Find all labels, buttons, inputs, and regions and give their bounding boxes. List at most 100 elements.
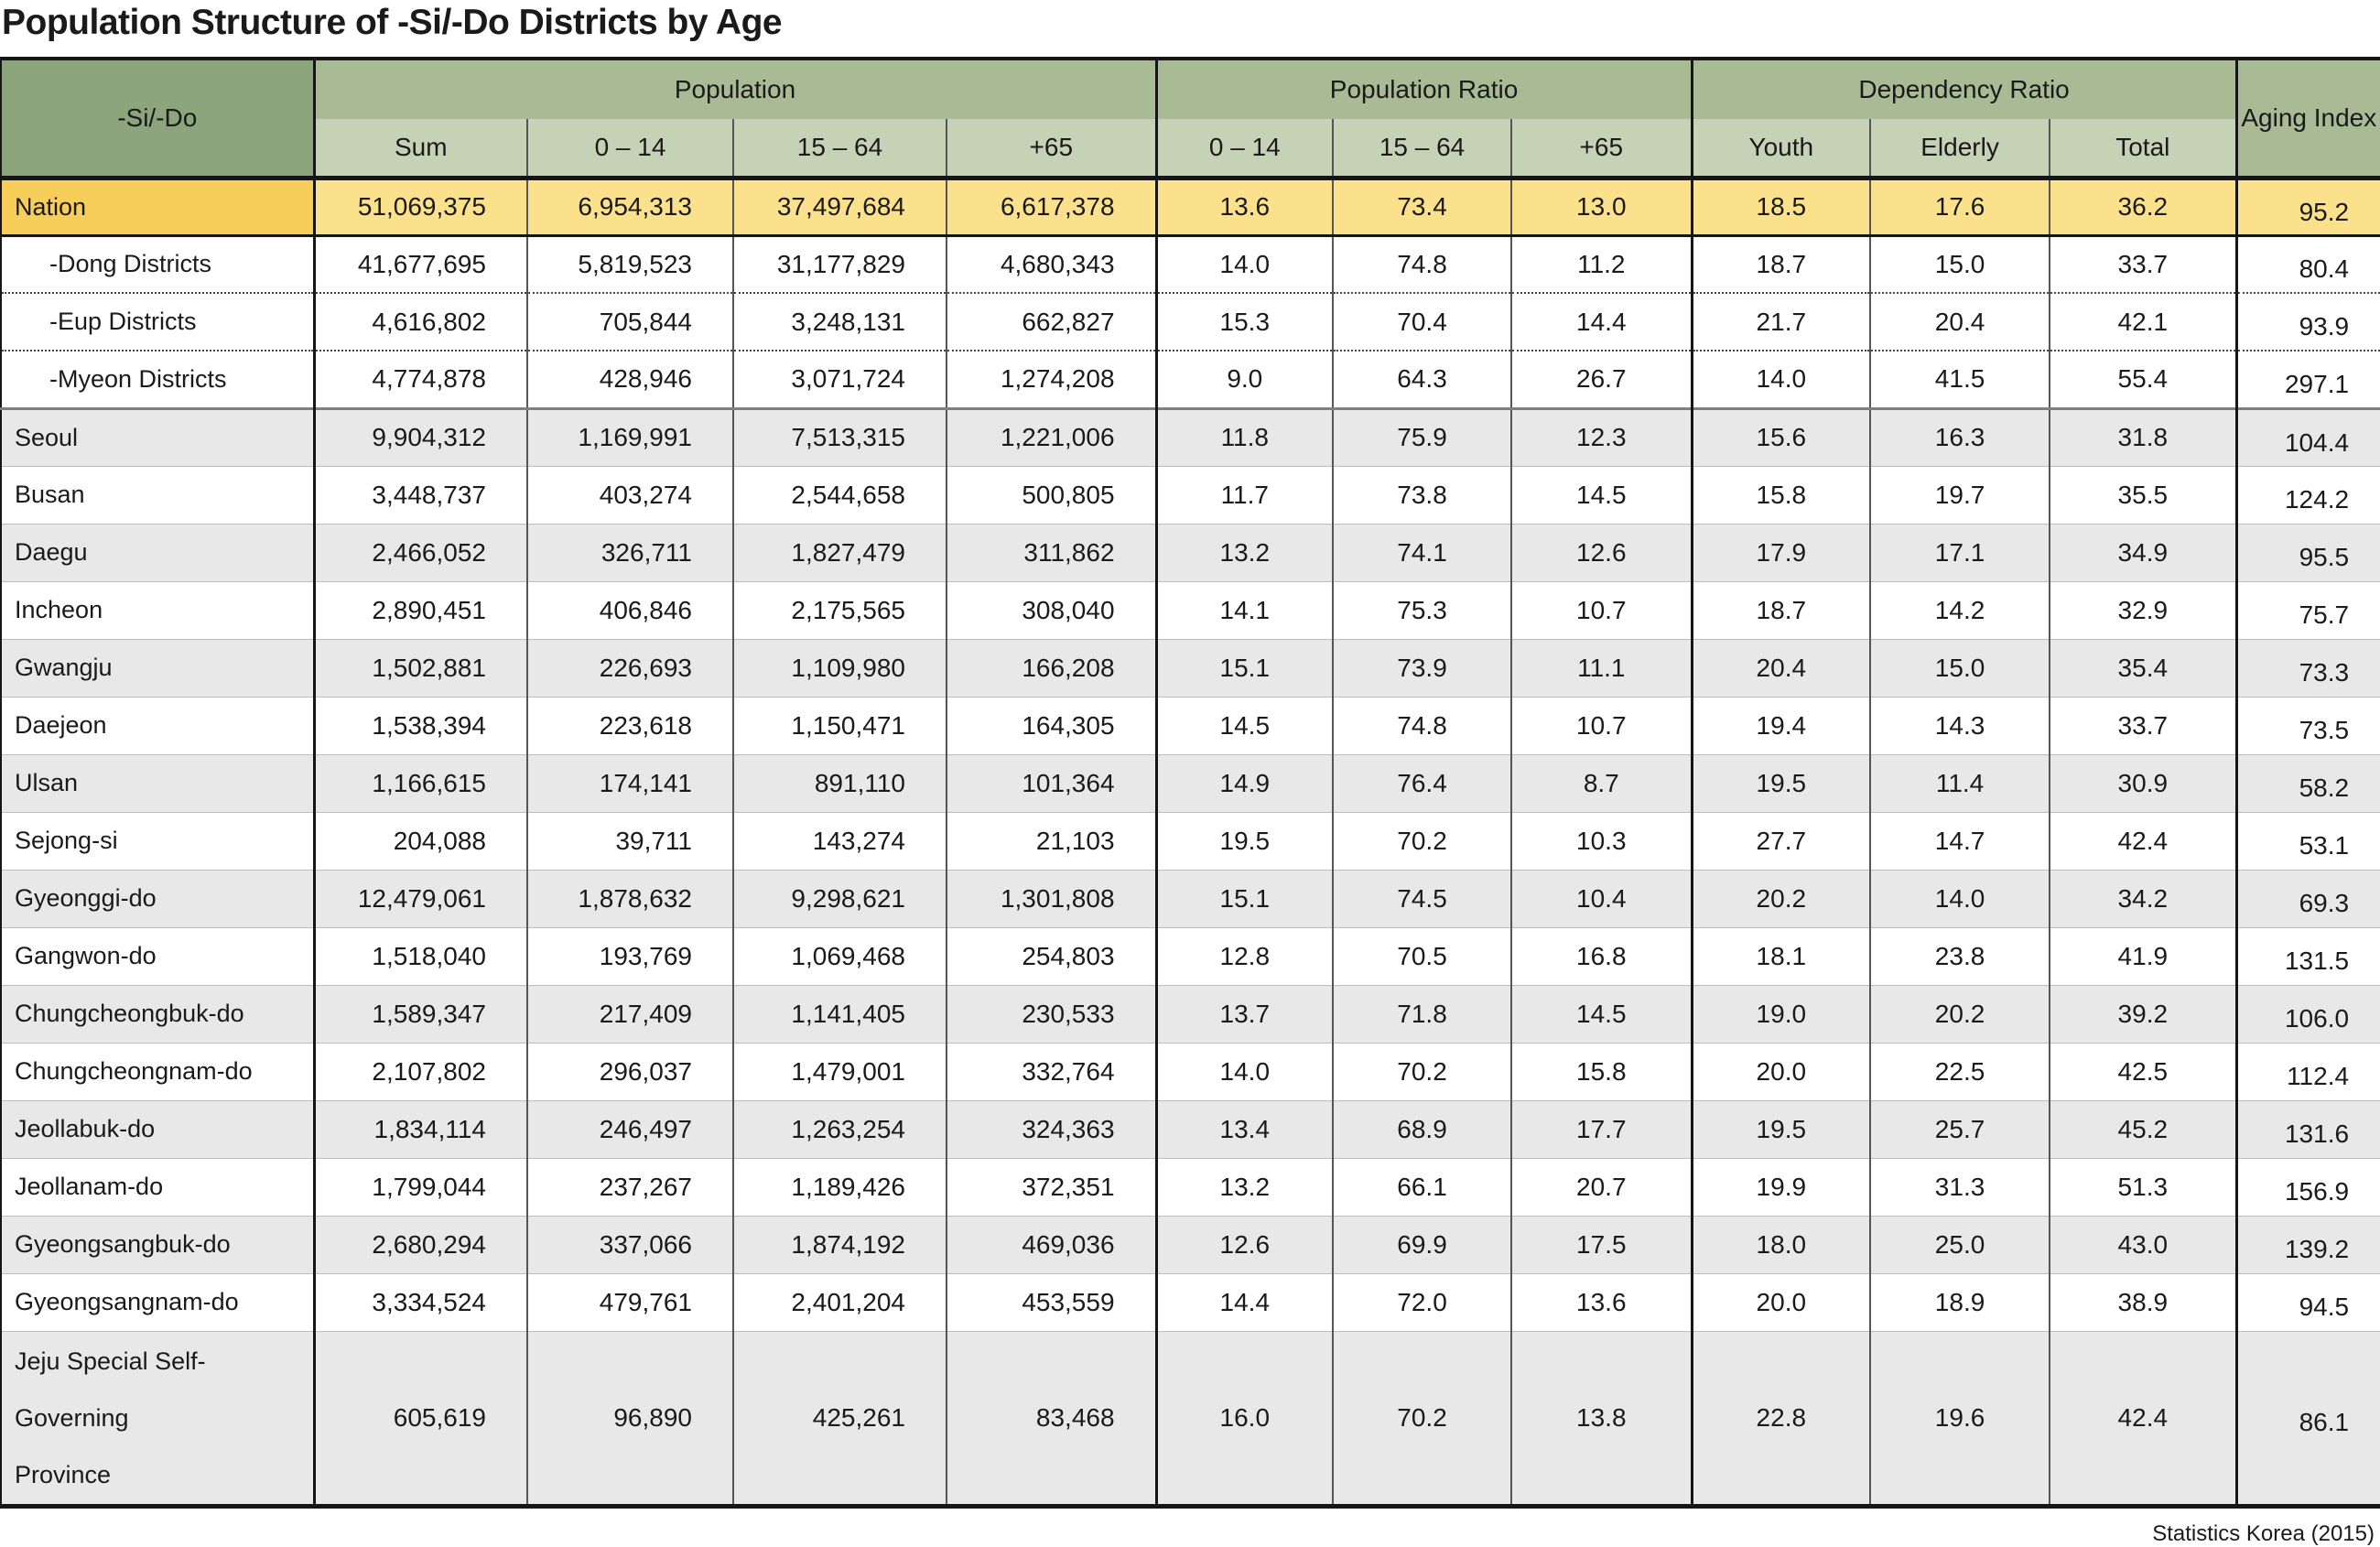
cell-daejeon-pop-15-64: 1,150,471 [732,696,947,754]
cell-chungcheongbuk-do-ratio-65plus: 14.5 [1510,984,1693,1043]
cell-jeju-special-self-governing-province-ratio-0-14: 16.0 [1155,1330,1334,1507]
cell-gwangju-pop-15-64: 1,109,980 [732,638,947,697]
row-label-sejong-si: Sejong-si [1,811,316,870]
cell-jeollanam-do-dep-elderly: 31.3 [1869,1157,2050,1216]
col-group-population-ratio: Population Ratio [1154,59,1693,119]
cell-jeollabuk-do-pop-65plus: 324,363 [945,1099,1158,1158]
cell-dong-districts-pop-sum: 41,677,695 [313,234,527,293]
cell-busan-aging-index: 124.2 [2235,465,2380,524]
cell-ulsan-pop-sum: 1,166,615 [313,753,527,812]
cell-chungcheongbuk-do-pop-sum: 1,589,347 [313,984,527,1043]
cell-busan-ratio-15-64: 73.8 [1332,465,1512,524]
cell-dong-districts-pop-65plus: 4,680,343 [945,234,1158,293]
cell-jeollabuk-do-ratio-0-14: 13.4 [1155,1099,1334,1158]
col-header-dep-elderly: Elderly [1869,119,2050,180]
row-label-incheon: Incheon [1,580,316,639]
cell-sejong-si-pop-15-64: 143,274 [732,811,947,870]
cell-nation-pop-15-64: 37,497,684 [732,178,947,237]
table-row-jeollanam-do: Jeollanam-do 1,799,044 237,267 1,189,426 372… [1,1157,2380,1216]
cell-sejong-si-ratio-0-14: 19.5 [1155,811,1334,870]
cell-gyeongsangnam-do-ratio-0-14: 14.4 [1155,1272,1334,1331]
col-header-ratio-15-64: 15 – 64 [1332,119,1512,180]
col-group-dependency-ratio: Dependency Ratio [1690,59,2237,119]
col-header-si-do: -Si/-Do [1,59,316,178]
cell-eup-districts-ratio-0-14: 15.3 [1155,292,1334,351]
cell-gwangju-ratio-65plus: 11.1 [1510,638,1693,697]
cell-daejeon-ratio-65plus: 10.7 [1510,696,1693,754]
cell-jeju-special-self-governing-province-pop-15-64: 425,261 [732,1330,947,1507]
table-row-gyeongsangnam-do: Gyeongsangnam-do 3,334,524 479,761 2,401,20… [1,1272,2380,1331]
cell-seoul-pop-0-14: 1,169,991 [526,406,733,466]
cell-jeollanam-do-dep-youth: 19.9 [1691,1157,1871,1216]
table-row-seoul: Seoul 9,904,312 1,169,991 7,513,315 1,221,00… [1,406,2380,466]
row-label-gyeongsangnam-do: Gyeongsangnam-do [1,1272,316,1331]
cell-jeollanam-do-pop-65plus: 372,351 [945,1157,1158,1216]
cell-chungcheongnam-do-pop-0-14: 296,037 [526,1042,733,1100]
col-header-pop-0-14: 0 – 14 [526,119,733,180]
cell-gyeongsangbuk-do-ratio-65plus: 17.5 [1510,1215,1693,1273]
cell-gyeongsangbuk-do-pop-sum: 2,680,294 [313,1215,527,1273]
cell-chungcheongbuk-do-dep-total: 39.2 [2049,984,2238,1043]
table-row-sejong-si: Sejong-si 204,088 39,711 143,274 21,103 19.5 7… [1,811,2380,870]
cell-nation-dep-elderly: 17.6 [1869,178,2050,237]
cell-gangwon-do-dep-elderly: 23.8 [1869,926,2050,985]
cell-incheon-dep-elderly: 14.2 [1869,580,2050,639]
cell-chungcheongbuk-do-pop-0-14: 217,409 [526,984,733,1043]
table-row-gangwon-do: Gangwon-do 1,518,040 193,769 1,069,468 254,8… [1,926,2380,985]
row-label-myeon-districts: -Myeon Districts [1,350,316,408]
cell-chungcheongnam-do-pop-65plus: 332,764 [945,1042,1158,1100]
row-label-chungcheongbuk-do: Chungcheongbuk-do [1,984,316,1043]
cell-incheon-pop-0-14: 406,846 [526,580,733,639]
table-row-busan: Busan 3,448,737 403,274 2,544,658 500,805 11.… [1,465,2380,524]
cell-dong-districts-pop-15-64: 31,177,829 [732,234,947,293]
cell-myeon-districts-dep-elderly: 41.5 [1869,350,2050,408]
cell-seoul-ratio-0-14: 11.8 [1155,406,1334,466]
table-row-dong-districts: -Dong Districts 41,677,695 5,819,523 31,177… [1,234,2380,293]
cell-seoul-ratio-15-64: 75.9 [1332,406,1512,466]
cell-busan-pop-15-64: 2,544,658 [732,465,947,524]
table-row-nation: Nation 51,069,375 6,954,313 37,497,684 6,617… [1,178,2380,237]
cell-ulsan-dep-elderly: 11.4 [1869,753,2050,812]
cell-jeollabuk-do-dep-elderly: 25.7 [1869,1099,2050,1158]
cell-chungcheongnam-do-ratio-15-64: 70.2 [1332,1042,1512,1100]
cell-incheon-aging-index: 75.7 [2235,580,2380,639]
cell-eup-districts-ratio-65plus: 14.4 [1510,292,1693,351]
cell-nation-ratio-15-64: 73.4 [1332,178,1512,237]
cell-gwangju-dep-total: 35.4 [2049,638,2238,697]
cell-jeju-special-self-governing-province-ratio-65plus: 13.8 [1510,1330,1693,1507]
table-header: -Si/-Do Population Population Ratio Depe… [1,59,2380,180]
cell-seoul-dep-elderly: 16.3 [1869,406,2050,466]
row-label-daegu: Daegu [1,523,316,581]
cell-ulsan-ratio-0-14: 14.9 [1155,753,1334,812]
row-label-nation: Nation [1,178,316,237]
cell-busan-ratio-0-14: 11.7 [1155,465,1334,524]
cell-chungcheongnam-do-dep-elderly: 22.5 [1869,1042,2050,1100]
cell-seoul-ratio-65plus: 12.3 [1510,406,1693,466]
cell-chungcheongnam-do-ratio-65plus: 15.8 [1510,1042,1693,1100]
row-label-daejeon: Daejeon [1,696,316,754]
cell-gyeongsangnam-do-pop-sum: 3,334,524 [313,1272,527,1331]
cell-nation-ratio-65plus: 13.0 [1510,178,1693,237]
cell-jeju-special-self-governing-province-aging-index: 86.1 [2235,1330,2380,1507]
cell-incheon-pop-sum: 2,890,451 [313,580,527,639]
cell-gyeongsangnam-do-pop-65plus: 453,559 [945,1272,1158,1331]
cell-chungcheongbuk-do-ratio-0-14: 13.7 [1155,984,1334,1043]
cell-daegu-dep-elderly: 17.1 [1869,523,2050,581]
cell-gangwon-do-aging-index: 131.5 [2235,926,2380,985]
row-label-gyeongsangbuk-do: Gyeongsangbuk-do [1,1215,316,1273]
page-title: Population Structure of -Si/-Do District… [2,3,783,42]
table-row-myeon-districts: -Myeon Districts 4,774,878 428,946 3,071,72… [1,350,2380,408]
cell-sejong-si-dep-youth: 27.7 [1691,811,1871,870]
cell-eup-districts-dep-youth: 21.7 [1691,292,1871,351]
cell-dong-districts-dep-elderly: 15.0 [1869,234,2050,293]
cell-chungcheongnam-do-dep-youth: 20.0 [1691,1042,1871,1100]
cell-myeon-districts-pop-0-14: 428,946 [526,350,733,408]
cell-gyeonggi-do-aging-index: 69.3 [2235,869,2380,927]
cell-daejeon-dep-elderly: 14.3 [1869,696,2050,754]
cell-myeon-districts-ratio-15-64: 64.3 [1332,350,1512,408]
cell-incheon-ratio-0-14: 14.1 [1155,580,1334,639]
cell-chungcheongbuk-do-dep-elderly: 20.2 [1869,984,2050,1043]
cell-gangwon-do-ratio-0-14: 12.8 [1155,926,1334,985]
header-sub-row: Sum 0 – 14 15 – 64 +65 0 – 14 15 – 64 +6… [1,119,2380,180]
cell-myeon-districts-ratio-0-14: 9.0 [1155,350,1334,408]
